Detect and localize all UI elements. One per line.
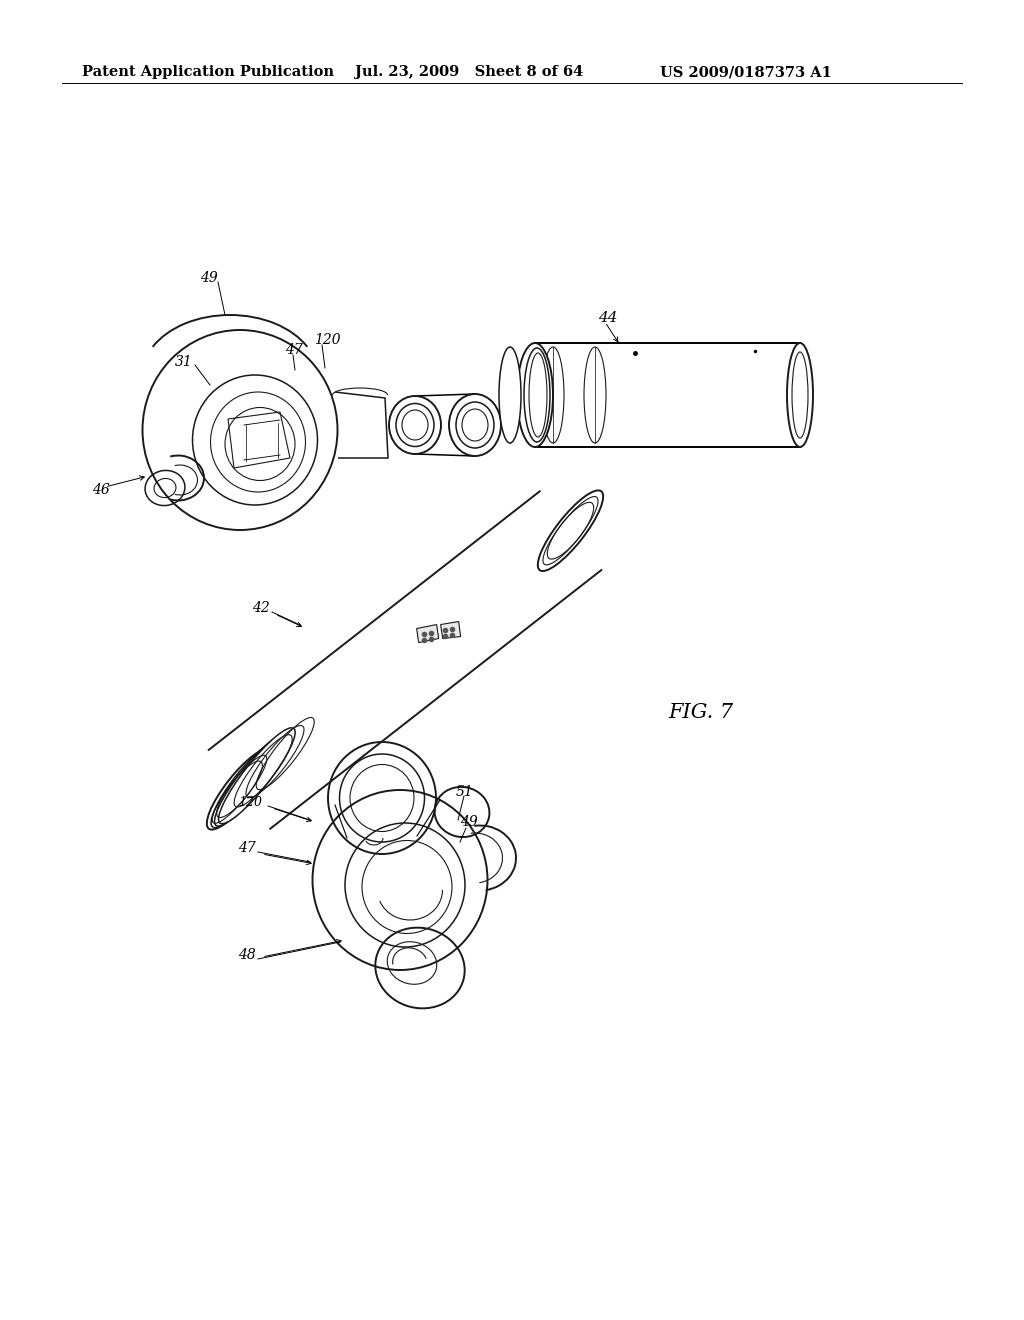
Ellipse shape <box>214 734 288 826</box>
Ellipse shape <box>218 727 295 824</box>
Ellipse shape <box>542 347 564 444</box>
Text: 46: 46 <box>92 483 110 498</box>
Text: 51: 51 <box>456 785 474 799</box>
Ellipse shape <box>449 393 501 455</box>
Text: 120: 120 <box>314 333 341 347</box>
Text: 48: 48 <box>238 948 256 962</box>
Ellipse shape <box>499 347 521 444</box>
Polygon shape <box>440 622 461 639</box>
Text: 31: 31 <box>175 355 193 370</box>
Text: FIG. 7: FIG. 7 <box>668 704 733 722</box>
Text: 120: 120 <box>238 796 262 808</box>
Ellipse shape <box>584 347 606 444</box>
Text: 47: 47 <box>285 343 303 356</box>
Ellipse shape <box>389 396 441 454</box>
Text: 49: 49 <box>200 271 218 285</box>
Text: 42: 42 <box>252 601 269 615</box>
Text: 44: 44 <box>598 312 617 325</box>
Text: Jul. 23, 2009   Sheet 8 of 64: Jul. 23, 2009 Sheet 8 of 64 <box>355 65 584 79</box>
Ellipse shape <box>207 748 272 830</box>
Ellipse shape <box>538 490 603 572</box>
Ellipse shape <box>211 741 281 828</box>
Polygon shape <box>417 624 438 643</box>
Ellipse shape <box>517 343 553 447</box>
Text: 47: 47 <box>238 841 256 855</box>
Ellipse shape <box>787 343 813 447</box>
Text: US 2009/0187373 A1: US 2009/0187373 A1 <box>660 65 831 79</box>
Text: 49: 49 <box>460 814 478 829</box>
Text: Patent Application Publication: Patent Application Publication <box>82 65 334 79</box>
